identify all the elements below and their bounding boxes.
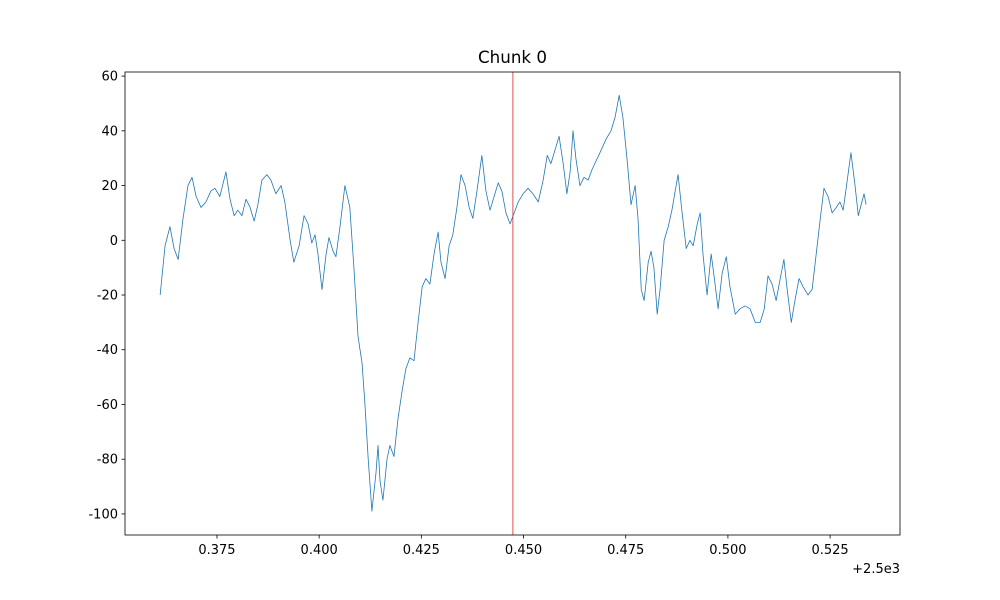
x-offset-label: +2.5e3 — [852, 562, 900, 577]
x-tick-label: 0.400 — [301, 543, 338, 558]
y-tick-label: -80 — [97, 453, 118, 468]
x-tick-label: 0.450 — [505, 543, 542, 558]
y-tick-label: 20 — [101, 179, 118, 194]
x-tick-label: 0.375 — [198, 543, 235, 558]
y-tick-label: 60 — [101, 70, 118, 85]
y-tick-label: -100 — [88, 507, 118, 522]
x-tick-label: 0.475 — [607, 543, 644, 558]
y-tick-label: -20 — [97, 289, 118, 304]
y-tick-label: 40 — [101, 124, 118, 139]
x-tick-label: 0.425 — [403, 543, 440, 558]
y-tick-label: -40 — [97, 343, 118, 358]
plot-frame — [124, 71, 901, 536]
chart-title: Chunk 0 — [478, 47, 547, 67]
x-tick-label: 0.500 — [709, 543, 746, 558]
y-tick-label: -60 — [97, 398, 118, 413]
y-tick-label: 0 — [110, 234, 118, 249]
x-tick-label: 0.525 — [811, 543, 848, 558]
data-line — [159, 94, 867, 512]
